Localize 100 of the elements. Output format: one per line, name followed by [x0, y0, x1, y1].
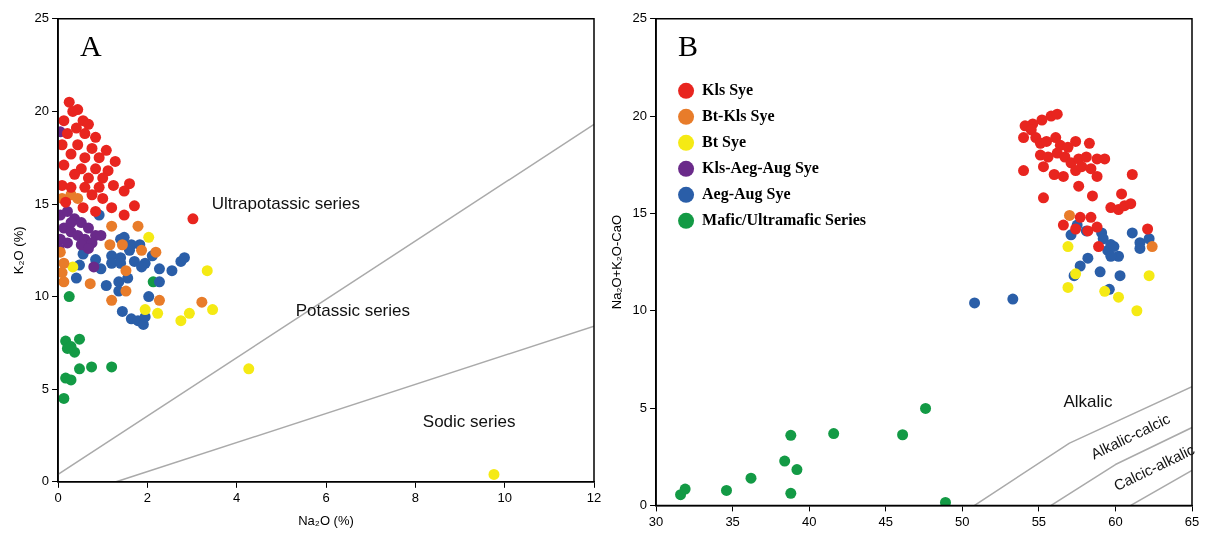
point — [1143, 270, 1155, 282]
point — [65, 181, 77, 193]
point — [97, 172, 109, 184]
point — [1086, 190, 1098, 202]
point — [1146, 241, 1158, 253]
annotation: Sodic series — [422, 412, 516, 432]
point — [969, 297, 981, 309]
point — [128, 200, 140, 212]
point — [106, 220, 118, 232]
point — [58, 115, 70, 127]
point — [120, 285, 132, 297]
x-tick-label: 35 — [725, 513, 740, 529]
point — [82, 172, 94, 184]
point — [61, 237, 73, 249]
point — [1048, 169, 1060, 181]
y-tick-label: 25 — [34, 10, 50, 26]
point — [136, 261, 148, 273]
point — [65, 148, 77, 160]
point — [1093, 241, 1105, 253]
point — [196, 296, 208, 308]
point — [74, 363, 85, 375]
x-tick-label: 60 — [1108, 513, 1123, 529]
legend-label: Kls-Aeg-Aug Sye — [702, 158, 819, 177]
point — [58, 159, 70, 171]
x-tick-label: 2 — [143, 490, 151, 506]
y-tick-label: 15 — [632, 205, 648, 221]
point — [1094, 266, 1106, 278]
point — [65, 374, 77, 386]
annotation: A — [80, 28, 103, 62]
point — [70, 122, 82, 134]
point — [93, 152, 105, 164]
point — [58, 392, 70, 404]
point — [1113, 291, 1124, 303]
x-tick-label: 10 — [497, 490, 512, 506]
point — [107, 179, 119, 191]
point — [75, 217, 87, 229]
point — [207, 304, 219, 316]
y-axis-title: Na₂O+K₂O-CaO — [609, 214, 625, 310]
point — [100, 279, 112, 291]
point — [106, 361, 118, 373]
x-tick-label: 0 — [54, 490, 62, 506]
point — [70, 272, 82, 284]
point — [1074, 211, 1086, 223]
point — [1085, 211, 1097, 223]
y-tick-label: 15 — [34, 195, 50, 211]
point — [1041, 135, 1053, 147]
point — [1126, 169, 1138, 181]
point — [1037, 192, 1049, 204]
point — [1042, 151, 1054, 163]
x-tick-label: 12 — [586, 490, 602, 506]
point — [183, 307, 195, 319]
point — [143, 291, 155, 303]
x-tick-label: 45 — [878, 513, 893, 529]
point — [1131, 305, 1143, 317]
point — [1076, 161, 1088, 173]
x-tick-label: 50 — [955, 513, 970, 529]
point — [128, 255, 140, 267]
y-tick-label: 20 — [632, 107, 648, 123]
point — [60, 196, 72, 208]
point — [63, 291, 75, 303]
point — [86, 142, 98, 154]
x-tick-label: 65 — [1184, 513, 1200, 529]
y-tick-label: 25 — [632, 10, 648, 26]
point — [153, 263, 165, 275]
legend-label: Bt-Kls Sye — [702, 106, 775, 125]
y-tick-label: 20 — [34, 102, 50, 118]
point — [1126, 227, 1138, 239]
point — [132, 220, 144, 232]
point — [1091, 221, 1103, 233]
point — [67, 261, 79, 273]
point — [93, 181, 105, 193]
point — [72, 139, 84, 151]
point — [779, 455, 791, 467]
point — [61, 205, 73, 217]
point — [63, 96, 75, 108]
point — [116, 305, 128, 317]
annotation: B — [678, 28, 699, 62]
point — [1085, 163, 1097, 175]
point — [58, 276, 70, 288]
annotation: Ultrapotassic series — [211, 193, 360, 213]
x-tick-label: 30 — [648, 513, 664, 529]
point — [79, 128, 91, 140]
point — [143, 231, 155, 243]
y-tick-label: 10 — [632, 302, 648, 318]
y-tick-label: 10 — [34, 288, 50, 304]
point — [65, 217, 77, 229]
point — [175, 315, 187, 327]
point — [100, 144, 112, 156]
point — [106, 294, 118, 306]
x-axis-title: Na₂O (%) — [298, 512, 354, 528]
point — [152, 307, 164, 319]
point — [1064, 209, 1075, 221]
point — [897, 429, 909, 441]
annotation: Alkalic — [1063, 391, 1114, 411]
point — [88, 261, 100, 273]
point — [785, 429, 797, 441]
point — [139, 304, 151, 316]
point — [120, 265, 132, 277]
point — [124, 178, 136, 190]
point — [1116, 188, 1128, 200]
